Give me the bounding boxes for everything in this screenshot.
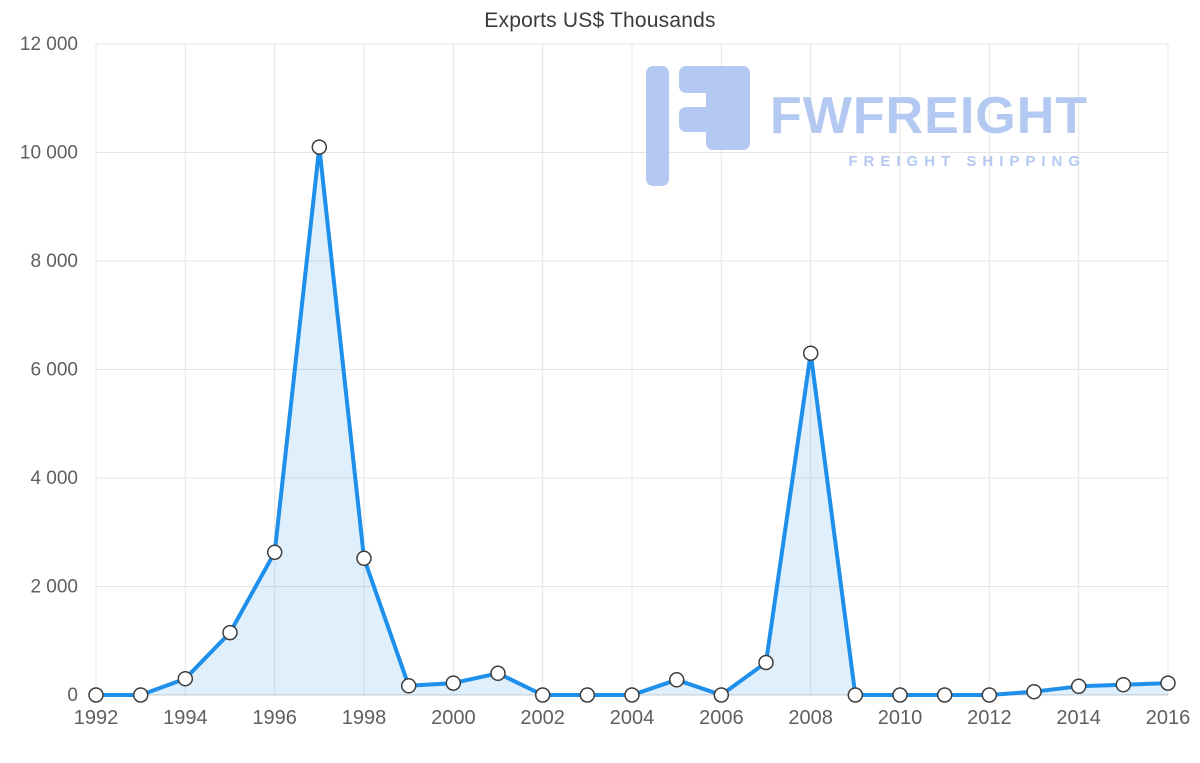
data-point[interactable] [132, 687, 149, 703]
data-point[interactable] [981, 687, 998, 703]
data-point[interactable] [1070, 678, 1087, 695]
x-tick-label: 2002 [520, 707, 565, 729]
data-point[interactable] [1026, 683, 1042, 700]
y-tick-label: 12 000 [20, 34, 78, 55]
data-point[interactable] [490, 665, 506, 682]
y-tick-label: 8 000 [30, 251, 78, 272]
data-point[interactable] [356, 550, 372, 567]
data-point[interactable] [311, 139, 328, 155]
x-tick-label: 2010 [878, 707, 923, 729]
x-tick-label: 1992 [74, 707, 119, 729]
data-point[interactable] [758, 654, 774, 671]
x-tick-label: 1996 [252, 707, 297, 729]
data-point[interactable] [624, 687, 640, 703]
data-point[interactable] [847, 687, 864, 703]
data-point[interactable] [534, 687, 551, 703]
y-tick-label: 4 000 [30, 468, 78, 489]
x-tick-label: 2004 [610, 707, 655, 729]
area-fill [96, 147, 1168, 696]
data-point[interactable] [802, 345, 819, 361]
x-tick-label: 2000 [431, 707, 476, 729]
y-tick-label: 6 000 [30, 360, 78, 381]
data-point[interactable] [1160, 675, 1176, 691]
data-point[interactable] [668, 672, 685, 688]
data-point[interactable] [713, 687, 730, 703]
data-point[interactable] [936, 687, 953, 703]
x-tick-label: 2016 [1146, 707, 1191, 729]
data-point[interactable] [1115, 676, 1132, 693]
data-point[interactable] [892, 687, 908, 703]
y-tick-label: 2 000 [30, 577, 78, 598]
data-point[interactable] [222, 624, 238, 641]
x-tick-label: 2012 [967, 707, 1012, 729]
x-tick-label: 2014 [1056, 707, 1101, 729]
x-tick-label: 1994 [163, 707, 208, 729]
data-point[interactable] [88, 687, 104, 703]
x-tick-label: 1998 [342, 707, 387, 729]
chart-title: Exports US$ Thousands [484, 9, 716, 32]
x-tick-label: 2008 [788, 707, 833, 729]
y-tick-label: 0 [67, 685, 78, 706]
data-point[interactable] [177, 670, 194, 687]
data-point[interactable] [400, 678, 417, 694]
x-tick-label: 2006 [699, 707, 744, 729]
data-point[interactable] [579, 687, 596, 703]
data-point[interactable] [266, 544, 283, 561]
data-point[interactable] [445, 675, 462, 691]
y-tick-label: 10 000 [20, 143, 78, 164]
